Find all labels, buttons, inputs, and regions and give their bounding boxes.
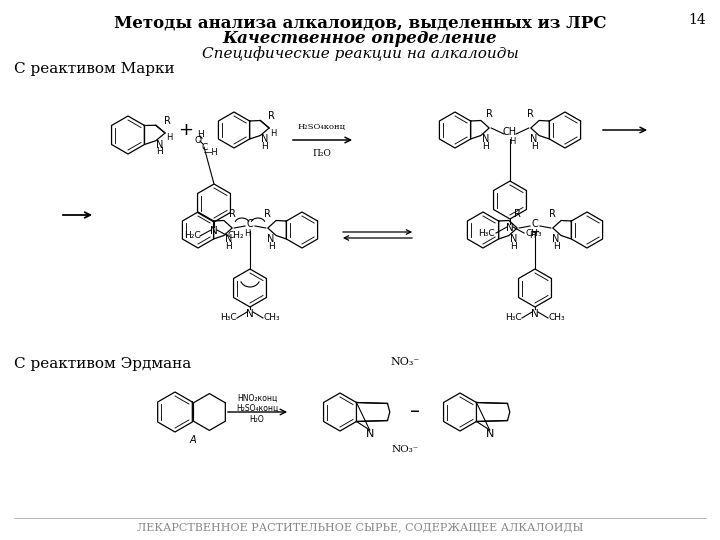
Text: H₃C: H₃C bbox=[477, 228, 495, 238]
Text: C: C bbox=[531, 219, 539, 229]
Text: R: R bbox=[163, 116, 171, 126]
Text: N: N bbox=[225, 234, 233, 245]
Text: H: H bbox=[156, 147, 163, 156]
Text: ЛЕКАРСТВЕННОЕ РАСТИТЕЛЬНОЕ СЫРЬЕ, СОДЕРЖАЩЕЕ АЛКАЛОИДЫ: ЛЕКАРСТВЕННОЕ РАСТИТЕЛЬНОЕ СЫРЬЕ, СОДЕРЖ… bbox=[137, 523, 583, 533]
Text: N: N bbox=[210, 226, 218, 236]
Text: N: N bbox=[366, 429, 374, 439]
Text: R: R bbox=[549, 209, 557, 219]
Text: Качественное определение: Качественное определение bbox=[222, 30, 498, 47]
Text: H₂C: H₂C bbox=[184, 232, 200, 240]
Text: H: H bbox=[244, 230, 250, 239]
Text: N: N bbox=[246, 309, 254, 319]
Text: H: H bbox=[482, 142, 490, 151]
Text: N: N bbox=[531, 309, 539, 319]
Text: H: H bbox=[528, 232, 535, 240]
Text: H: H bbox=[261, 142, 268, 151]
Text: N: N bbox=[510, 234, 518, 245]
Text: —H: —H bbox=[204, 147, 218, 157]
Text: N: N bbox=[261, 134, 268, 145]
Text: R: R bbox=[229, 209, 235, 219]
Text: C: C bbox=[202, 143, 208, 152]
Text: С реактивом Эрдмана: С реактивом Эрдмана bbox=[14, 357, 192, 371]
Text: –: – bbox=[410, 402, 420, 422]
Text: H₂SO₄конц: H₂SO₄конц bbox=[236, 403, 278, 413]
Text: N: N bbox=[552, 234, 559, 245]
Text: N: N bbox=[531, 134, 538, 145]
Text: O: O bbox=[194, 136, 202, 145]
Text: N: N bbox=[482, 134, 490, 145]
Text: N: N bbox=[156, 140, 163, 150]
Text: CH₂: CH₂ bbox=[228, 232, 244, 240]
Text: CH₃: CH₃ bbox=[264, 314, 280, 322]
Text: Методы анализа алкалоидов, выделенных из ЛРС: Методы анализа алкалоидов, выделенных из… bbox=[114, 14, 606, 31]
Text: N: N bbox=[485, 429, 494, 439]
Text: H: H bbox=[225, 242, 233, 251]
Text: NO₃⁻: NO₃⁻ bbox=[390, 357, 419, 367]
Text: H: H bbox=[166, 133, 172, 143]
Text: HNO₂конц: HNO₂конц bbox=[237, 394, 277, 402]
Text: R: R bbox=[514, 209, 521, 219]
Text: H₂O: H₂O bbox=[250, 415, 264, 424]
Text: C: C bbox=[247, 219, 253, 229]
Text: CH₃: CH₃ bbox=[549, 314, 565, 322]
Text: H: H bbox=[531, 142, 538, 151]
Text: R: R bbox=[486, 109, 492, 119]
Text: CH₃: CH₃ bbox=[526, 228, 542, 238]
Text: H: H bbox=[510, 242, 517, 251]
Text: R: R bbox=[264, 209, 271, 219]
Text: H: H bbox=[553, 242, 559, 251]
Text: П₂О: П₂О bbox=[312, 150, 331, 159]
Text: +: + bbox=[179, 121, 194, 139]
Text: 14: 14 bbox=[688, 13, 706, 27]
Text: С реактивом Марки: С реактивом Марки bbox=[14, 62, 175, 76]
Text: R: R bbox=[527, 109, 534, 119]
Text: NO₃⁻: NO₃⁻ bbox=[392, 446, 418, 455]
Text: H₃C: H₃C bbox=[505, 314, 521, 322]
Text: CH: CH bbox=[503, 127, 517, 137]
Text: H: H bbox=[270, 129, 276, 138]
Text: А: А bbox=[189, 435, 197, 445]
Text: H: H bbox=[509, 138, 516, 146]
Text: H: H bbox=[197, 130, 204, 139]
Text: H: H bbox=[268, 242, 274, 251]
Text: R: R bbox=[268, 111, 274, 121]
Text: H₂SO₄конц: H₂SO₄конц bbox=[298, 123, 346, 131]
Text: Специфические реакции на алкалоиды: Специфические реакции на алкалоиды bbox=[202, 46, 518, 61]
Text: N: N bbox=[506, 223, 514, 233]
Text: N: N bbox=[267, 234, 275, 245]
Text: H₃C: H₃C bbox=[220, 314, 236, 322]
